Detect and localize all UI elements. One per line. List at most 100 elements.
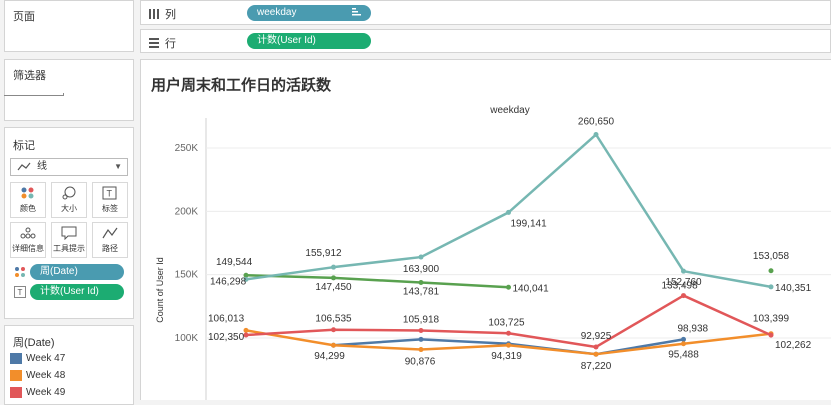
filter-drop-line — [4, 93, 64, 96]
columns-label: 列 — [165, 9, 176, 21]
legend-label: Week 48 — [26, 370, 66, 381]
size-icon — [62, 186, 76, 200]
data-point[interactable] — [243, 332, 249, 338]
tooltip-icon — [61, 226, 77, 240]
legend-swatch — [10, 387, 22, 398]
filters-title: 筛选器 — [13, 70, 46, 82]
count-user-id-row-pill[interactable]: 计数(User Id) — [247, 33, 371, 49]
legend-title: 周(Date) — [13, 337, 55, 349]
size-button-label: 大小 — [61, 204, 77, 213]
data-label: 103,725 — [488, 317, 525, 328]
filters-panel[interactable]: 筛选器 — [4, 59, 134, 121]
color-button[interactable]: 颜色 — [10, 182, 46, 218]
label-button[interactable]: T 标签 — [92, 182, 128, 218]
mark-field-color[interactable]: 周(Date) — [14, 264, 124, 280]
mark-field-label[interactable]: T 计数(User Id) — [14, 284, 124, 300]
data-label: 152,760 — [665, 277, 702, 288]
chevron-down-icon: ▼ — [114, 162, 122, 171]
mark-type-label: 线 — [37, 161, 47, 172]
data-label: 155,912 — [305, 248, 342, 259]
line-mark-icon — [17, 162, 31, 171]
data-point[interactable] — [506, 284, 511, 290]
data-label: 149,544 — [216, 257, 253, 268]
svg-text:T: T — [107, 189, 113, 199]
data-label: 163,900 — [403, 264, 440, 275]
data-point[interactable] — [681, 268, 686, 274]
color-dots-icon — [21, 187, 34, 199]
data-point[interactable] — [418, 336, 424, 342]
data-point[interactable] — [681, 336, 686, 342]
pages-title: 页面 — [13, 11, 35, 23]
data-point[interactable] — [418, 254, 424, 260]
data-point[interactable] — [418, 328, 424, 334]
line-chart: weekday Count of User Id 100K 150K 200K 250… — [155, 105, 831, 400]
data-label: 199,141 — [511, 218, 548, 229]
data-point[interactable] — [331, 264, 336, 270]
legend-swatch — [10, 353, 22, 364]
data-label: 94,299 — [314, 351, 345, 362]
weekday-pill[interactable]: weekday — [247, 5, 371, 21]
data-label: 147,450 — [315, 282, 352, 293]
count-user-id-pill[interactable]: 计数(User Id) — [30, 284, 124, 300]
data-point[interactable] — [506, 342, 511, 348]
legend-item-week-49[interactable]: Week 49 — [10, 387, 65, 398]
data-point[interactable] — [768, 284, 774, 290]
data-label: 92,925 — [581, 331, 612, 342]
data-point[interactable] — [768, 268, 774, 274]
data-point[interactable] — [331, 342, 336, 348]
rows-shelf[interactable]: 行 计数(User Id) — [140, 29, 831, 53]
columns-icon — [149, 9, 159, 19]
size-button[interactable]: 大小 — [51, 182, 87, 218]
path-button[interactable]: 路径 — [92, 222, 128, 258]
weekday-pill-label: weekday — [257, 7, 297, 18]
detail-button-label: 详细信息 — [12, 244, 44, 253]
rows-label: 行 — [165, 38, 176, 50]
data-point[interactable] — [768, 332, 774, 338]
data-point[interactable] — [593, 351, 599, 357]
data-label: 143,781 — [403, 287, 440, 298]
data-point[interactable] — [243, 272, 249, 278]
tooltip-button[interactable]: 工具提示 — [51, 222, 87, 258]
detail-button[interactable]: 详细信息 — [10, 222, 46, 258]
series-line[interactable] — [245, 273, 509, 289]
data-label: 103,399 — [753, 314, 790, 325]
count-user-id-row-label: 计数(User Id) — [257, 35, 316, 46]
data-label: 140,351 — [775, 283, 812, 294]
data-point[interactable] — [418, 347, 424, 353]
data-label: 95,488 — [668, 350, 699, 361]
date-week-pill[interactable]: 周(Date) — [30, 264, 124, 280]
data-point[interactable] — [243, 276, 249, 282]
data-point[interactable] — [331, 327, 336, 333]
data-point[interactable] — [681, 293, 686, 299]
color-dots-icon — [15, 267, 25, 277]
y-axis-title: Count of User Id — [155, 257, 165, 323]
color-button-label: 颜色 — [20, 204, 36, 213]
data-point[interactable] — [418, 280, 424, 286]
data-point[interactable] — [331, 275, 336, 281]
data-point[interactable] — [506, 209, 511, 215]
mark-type-dropdown[interactable]: 线 ▼ — [10, 158, 128, 176]
data-label: 98,938 — [678, 323, 709, 334]
data-label: 133,498 — [662, 281, 699, 292]
columns-shelf[interactable]: 列 weekday — [140, 0, 831, 25]
path-button-label: 路径 — [102, 244, 118, 253]
legend-item-week-47[interactable]: Week 47 — [10, 353, 65, 364]
data-point[interactable] — [593, 132, 599, 138]
y-tick-label: 150K — [175, 270, 199, 281]
tooltip-button-label: 工具提示 — [53, 244, 85, 253]
detail-icon — [20, 227, 36, 239]
sort-icon — [352, 8, 361, 16]
pages-panel: 页面 — [4, 0, 134, 52]
data-label: 94,319 — [491, 351, 522, 362]
column-header-weekday: weekday — [489, 105, 529, 116]
label-button-label: 标签 — [102, 204, 118, 213]
data-label: 105,918 — [403, 315, 440, 326]
legend-item-week-48[interactable]: Week 48 — [10, 370, 65, 381]
data-point[interactable] — [681, 341, 686, 347]
data-point[interactable] — [506, 330, 511, 336]
data-label: 106,535 — [315, 314, 352, 325]
data-point[interactable] — [593, 344, 599, 350]
label-icon: T — [14, 286, 26, 298]
data-point[interactable] — [243, 327, 249, 333]
legend-swatch — [10, 370, 22, 381]
